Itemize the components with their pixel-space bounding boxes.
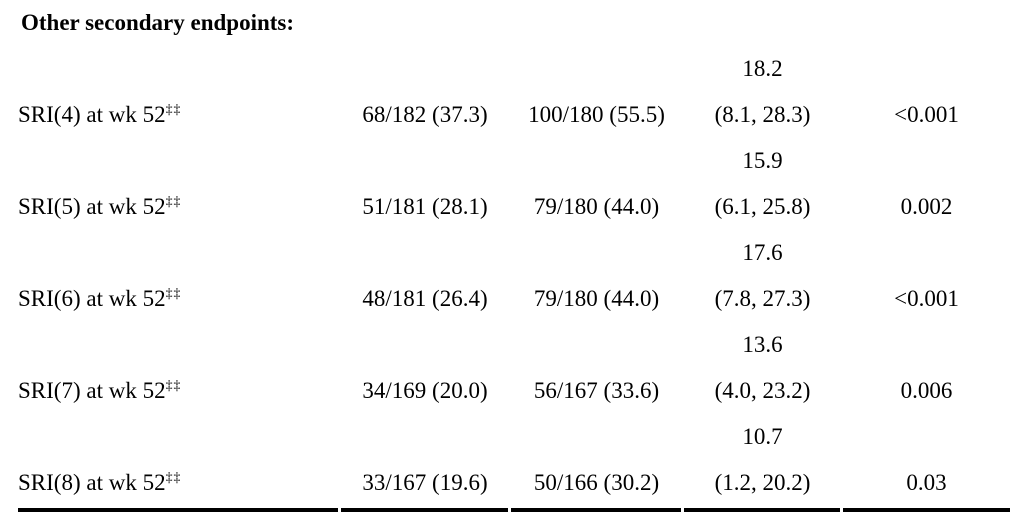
p-value: 0.03 <box>906 470 947 495</box>
difference-value: 17.6 <box>742 240 783 265</box>
ci-value: (7.8, 27.3) <box>714 286 811 311</box>
footnote-marker: ‡‡ <box>165 101 182 117</box>
border-segment <box>511 508 681 512</box>
endpoint-label-cell: SRI(4) at wk 52‡‡ <box>18 46 340 138</box>
table-row: SRI(7) at wk 52‡‡ 34/169 (20.0) 56/167 (… <box>18 322 1011 414</box>
footnote-marker: ‡‡ <box>165 469 182 485</box>
endpoint-label-cell: SRI(8) at wk 52‡‡ <box>18 414 340 506</box>
difference-ci-cell: 10.7 (1.2, 20.2) <box>683 414 842 506</box>
p-value: 0.006 <box>900 378 953 403</box>
endpoint-label: SRI(5) at wk 52 <box>18 194 166 219</box>
endpoint-label: SRI(6) at wk 52 <box>18 286 166 311</box>
difference-ci-cell: 17.6 (7.8, 27.3) <box>683 230 842 322</box>
difference-ci-cell: 15.9 (6.1, 25.8) <box>683 138 842 230</box>
difference-value: 18.2 <box>742 56 783 81</box>
endpoint-label: SRI(8) at wk 52 <box>18 470 166 495</box>
endpoint-label-cell: SRI(5) at wk 52‡‡ <box>18 138 340 230</box>
group2-value: 79/180 (44.0) <box>533 286 660 311</box>
endpoint-label-cell: SRI(7) at wk 52‡‡ <box>18 322 340 414</box>
table-row: SRI(5) at wk 52‡‡ 51/181 (28.1) 79/180 (… <box>18 138 1011 230</box>
footnote-marker: ‡‡ <box>165 193 182 209</box>
p-value: 0.002 <box>900 194 953 219</box>
ci-value: (6.1, 25.8) <box>714 194 811 219</box>
table-row: SRI(8) at wk 52‡‡ 33/167 (19.6) 50/166 (… <box>18 414 1011 506</box>
ci-value: (8.1, 28.3) <box>714 102 811 127</box>
border-segment <box>684 508 840 512</box>
ci-value: (4.0, 23.2) <box>714 378 811 403</box>
footnote-marker: ‡‡ <box>165 285 182 301</box>
group2-value: 79/180 (44.0) <box>533 194 660 219</box>
endpoint-label: SRI(7) at wk 52 <box>18 378 166 403</box>
difference-value: 15.9 <box>742 148 783 173</box>
footnote-marker: ‡‡ <box>165 377 182 393</box>
group2-value: 56/167 (33.6) <box>533 378 660 403</box>
endpoint-label-cell: SRI(6) at wk 52‡‡ <box>18 230 340 322</box>
difference-ci-cell: 18.2 (8.1, 28.3) <box>683 46 842 138</box>
border-segment <box>341 508 508 512</box>
p-value: <0.001 <box>894 286 959 311</box>
group1-value: 33/167 (19.6) <box>362 470 488 495</box>
difference-value: 13.6 <box>742 332 783 357</box>
p-value: <0.001 <box>894 102 959 127</box>
ci-value: (1.2, 20.2) <box>714 470 811 495</box>
table-row: SRI(4) at wk 52‡‡ 68/182 (37.3) 100/180 … <box>18 46 1011 138</box>
section-title: Other secondary endpoints: <box>21 10 295 35</box>
endpoint-label: SRI(4) at wk 52 <box>18 102 166 127</box>
group2-value: 100/180 (55.5) <box>528 102 665 127</box>
table-bottom-border <box>18 508 1011 512</box>
border-segment <box>18 508 338 512</box>
endpoints-table: SRI(4) at wk 52‡‡ 68/182 (37.3) 100/180 … <box>18 46 1011 506</box>
border-segment <box>843 508 1010 512</box>
group1-value: 68/182 (37.3) <box>362 102 488 127</box>
table-row: SRI(6) at wk 52‡‡ 48/181 (26.4) 79/180 (… <box>18 230 1011 322</box>
group1-value: 51/181 (28.1) <box>362 194 488 219</box>
group2-value: 50/166 (30.2) <box>533 470 660 495</box>
group1-value: 34/169 (20.0) <box>362 378 488 403</box>
difference-ci-cell: 13.6 (4.0, 23.2) <box>683 322 842 414</box>
group1-value: 48/181 (26.4) <box>362 286 488 311</box>
difference-value: 10.7 <box>742 424 783 449</box>
